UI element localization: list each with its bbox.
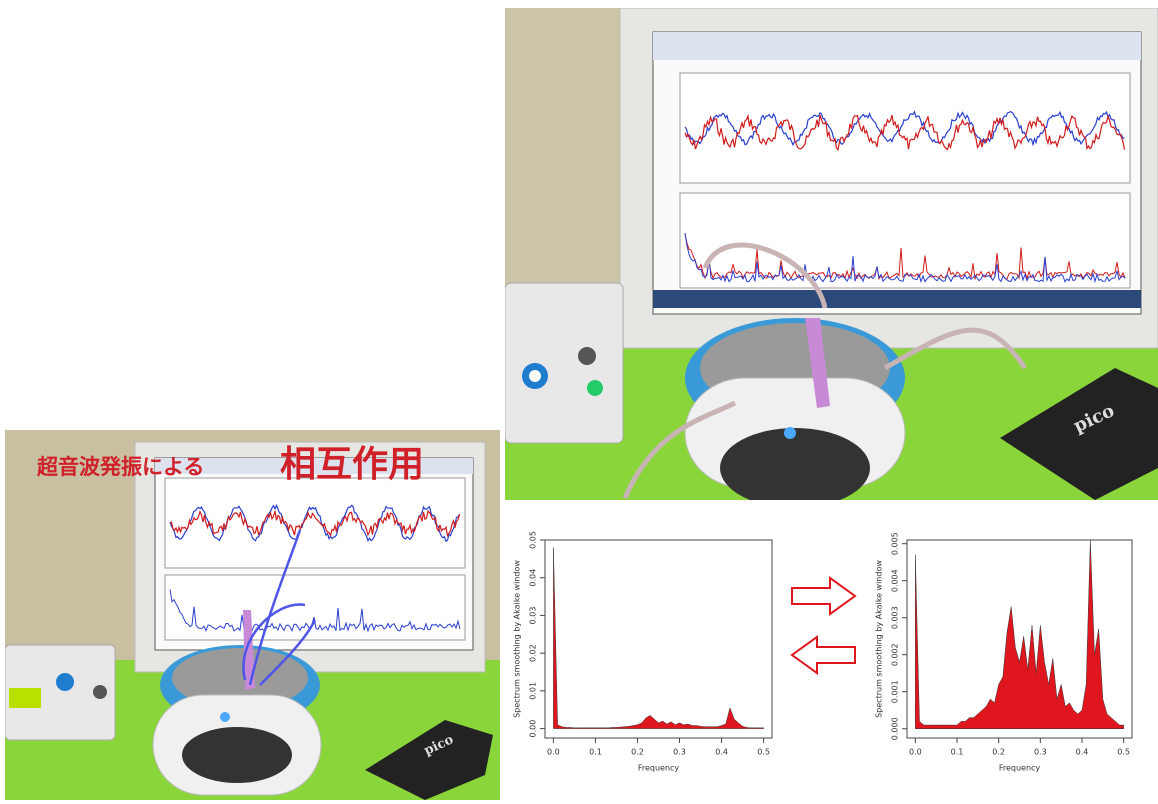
y-tick-label: 0.00 — [529, 720, 538, 738]
spectrum-chart: 0.000 0.001 0.002 0.003 0.004 0.005 0.0 0.1 0.2 0… — [875, 532, 1133, 773]
screen-trace — [684, 233, 1126, 281]
spectrum-area — [915, 539, 1124, 729]
y-tick-label: 0.002 — [891, 643, 900, 666]
charts: 0.000.010.020.030.040.050.0 0.1 0.2 0.3 0.4 0… — [513, 531, 1133, 773]
screen-trace — [684, 113, 1126, 152]
y-tick-label: 0.04 — [529, 569, 538, 587]
spectrum-area — [553, 547, 764, 729]
y-tick-label: 0.001 — [891, 680, 900, 703]
x-tick-label: 0.0 — [909, 748, 922, 757]
x-tick-label: 0.5 — [1117, 748, 1130, 757]
x-tick-label: 0.4 — [715, 748, 728, 757]
y-tick-label: 0.000 — [891, 717, 900, 740]
photo-interaction: pico 超音波発振による 相互作用 — [5, 430, 500, 800]
y-axis-label: Spectrum smoothing by Akaike window — [875, 560, 884, 718]
x-tick-label: 0.0 — [547, 748, 560, 757]
screen-trace — [169, 589, 461, 633]
x-axis-label: Frequency — [638, 764, 680, 773]
y-tick-label: 0.003 — [891, 606, 900, 629]
x-tick-label: 0.2 — [992, 748, 1005, 757]
x-tick-label: 0.2 — [631, 748, 644, 757]
screen-trace — [169, 503, 461, 543]
photo-setup: pico — [505, 8, 1158, 500]
arrow-left — [790, 635, 856, 675]
y-tick-label: 0.02 — [529, 644, 538, 662]
y-tick-label: 0.005 — [891, 532, 900, 555]
y-tick-label: 0.01 — [529, 682, 538, 700]
x-tick-label: 0.4 — [1076, 748, 1089, 757]
spectrum-chart: 0.00 0.01 0.02 0.03 0.04 0.05 0.0 0.1 0.2 0.3 0.4 0… — [513, 531, 773, 773]
screen-trace — [169, 509, 461, 538]
screen-trace — [684, 233, 1126, 284]
caption: 超音波発振による — [37, 455, 204, 479]
screen-trace — [684, 110, 1125, 147]
x-tick-label: 0.3 — [673, 748, 686, 757]
plot-frame — [544, 539, 773, 739]
x-tick-label: 0.1 — [951, 748, 964, 757]
x-tick-label: 0.5 — [757, 748, 770, 757]
y-tick-label: 0.004 — [891, 569, 900, 592]
y-tick-label: 0.03 — [529, 607, 538, 625]
x-tick-label: 0.1 — [589, 748, 602, 757]
x-tick-label: 0.3 — [1034, 748, 1047, 757]
x-axis-label: Frequency — [999, 764, 1041, 773]
y-axis-label: Spectrum smoothing by Akaike window — [513, 560, 522, 718]
y-tick-label: 0.05 — [529, 531, 538, 549]
plot-frame — [906, 539, 1133, 739]
arrow-right — [791, 576, 857, 616]
caption: 相互作用 — [280, 444, 424, 485]
